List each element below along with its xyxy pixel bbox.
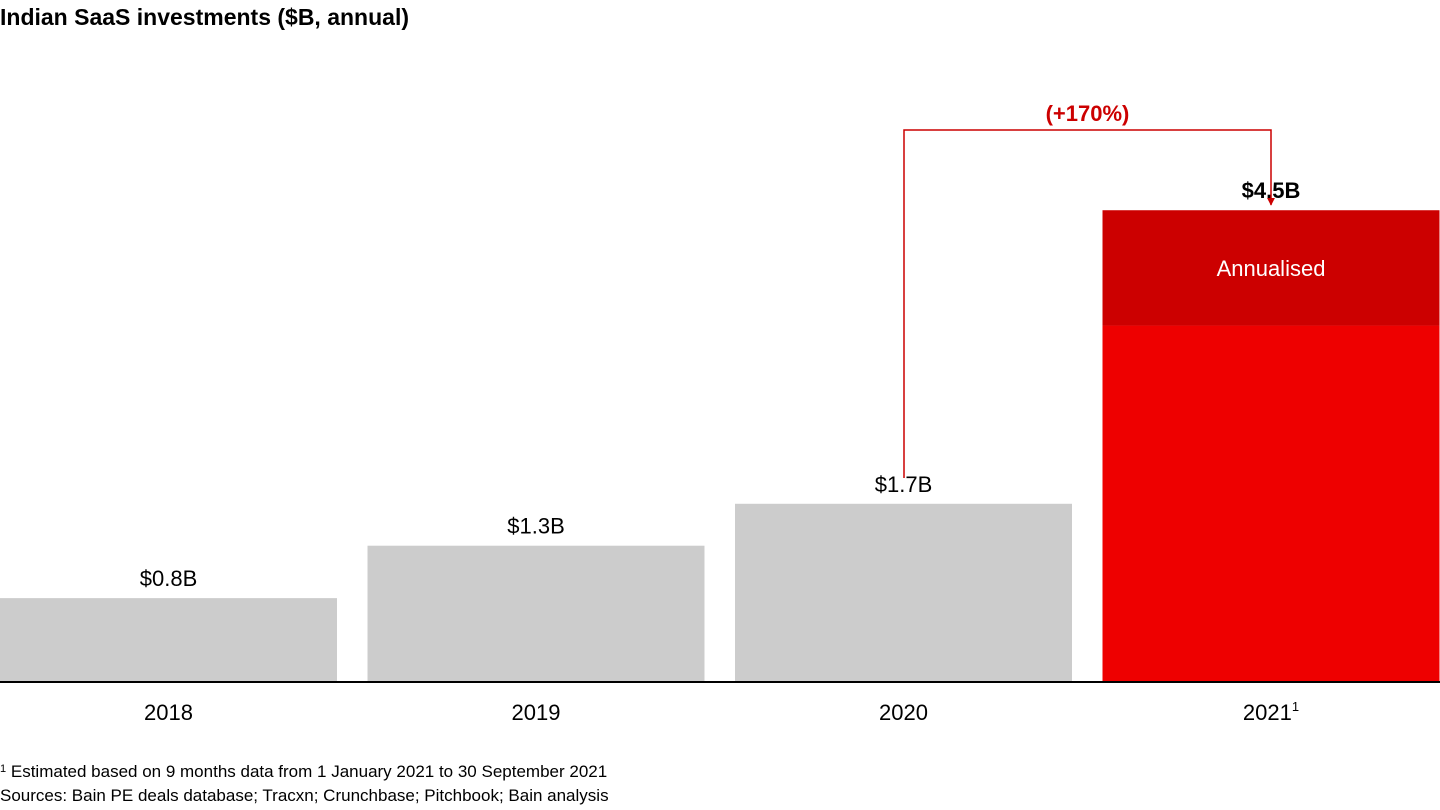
bar-2018 (0, 598, 337, 682)
growth-label: (+170%) (1046, 101, 1130, 126)
bar-2019 (367, 545, 705, 682)
category-superscript-2021: 1 (1292, 699, 1299, 714)
footnote-marker: 1 (0, 763, 7, 775)
category-label-2021: 20211 (1243, 699, 1299, 725)
bar-2021-annualised (1102, 210, 1440, 326)
category-label-2018: 2018 (144, 700, 193, 725)
bar-2021-actual (1102, 325, 1440, 682)
growth-annotation: (+170%) (903, 101, 1275, 478)
annualised-label: Annualised (1217, 256, 1326, 281)
bars-layer (0, 210, 1440, 683)
value-label-2018: $0.8B (140, 566, 198, 591)
value-label-2019: $1.3B (507, 514, 565, 539)
growth-arrow (903, 129, 1275, 478)
chart-title: Indian SaaS investments ($B, annual) (0, 4, 409, 30)
footnote-estimate: 1 Estimated based on 9 months data from … (0, 762, 607, 782)
category-label-2019: 2019 (512, 700, 561, 725)
labels-layer: $0.8B2018$1.3B2019$1.7B2020Annualised$4.… (140, 178, 1326, 725)
footnote-sources: Sources: Bain PE deals database; Tracxn;… (0, 786, 609, 805)
category-label-2020: 2020 (879, 700, 928, 725)
bar-2020 (735, 503, 1072, 682)
footnote-text: Estimated based on 9 months data from 1 … (10, 762, 608, 781)
